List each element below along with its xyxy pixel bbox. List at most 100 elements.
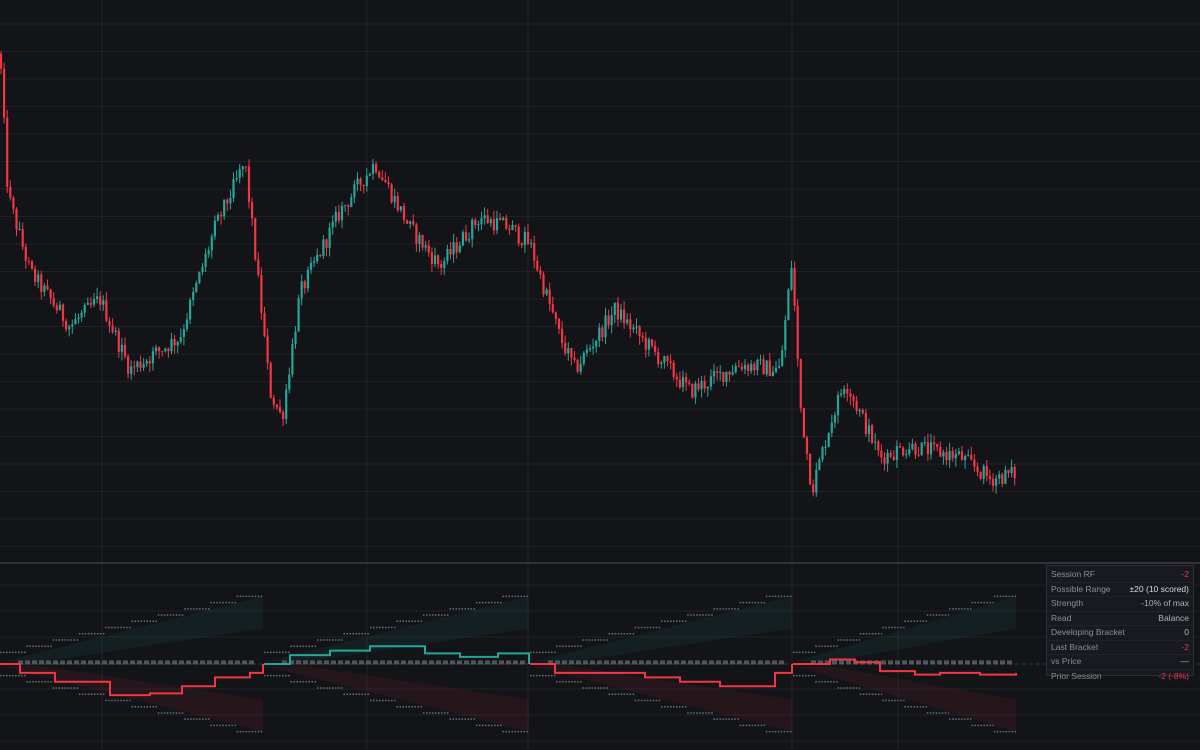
candle-body	[117, 330, 120, 352]
candle-body	[675, 376, 678, 380]
candle-body	[306, 269, 309, 289]
candle-body	[678, 379, 681, 388]
scoring-tick	[74, 660, 79, 665]
candle-body	[635, 326, 638, 328]
candle-body	[988, 475, 991, 479]
candle-body	[176, 341, 179, 346]
candle-body	[120, 344, 123, 352]
candle-body	[235, 177, 238, 180]
candle-body	[626, 319, 629, 324]
scoring-tick	[282, 660, 287, 665]
candle-body	[384, 180, 387, 183]
candle-body	[598, 327, 601, 341]
scoring-tick	[359, 660, 364, 665]
scoring-tick	[772, 660, 777, 665]
scoring-tick	[986, 660, 991, 665]
candle-body	[492, 219, 495, 231]
candle-body	[61, 304, 65, 321]
candle-body	[325, 239, 328, 248]
scoring-tick	[695, 660, 700, 665]
scoring-tick	[944, 660, 949, 665]
candle-body	[480, 218, 483, 225]
candle-body	[368, 173, 371, 176]
candle-body	[49, 289, 52, 299]
scoring-tick	[506, 660, 511, 665]
candle-body	[948, 450, 951, 461]
candle-body	[728, 371, 731, 375]
scoring-tick	[88, 660, 93, 665]
scoring-tick	[597, 660, 602, 665]
candle-body	[523, 231, 526, 246]
candle-body	[737, 366, 740, 368]
info-value: -2	[1181, 641, 1189, 652]
candle-body	[266, 335, 269, 363]
candle-body	[787, 289, 790, 321]
candle-body	[71, 324, 74, 327]
candle-body	[257, 259, 260, 275]
candle-body	[424, 245, 427, 248]
scoring-tick	[387, 660, 392, 665]
price-pane[interactable]	[0, 50, 1016, 497]
scoring-tick	[249, 660, 254, 665]
rotation-factor-pane[interactable]	[0, 595, 1200, 733]
candle-body	[641, 336, 644, 338]
candle-body	[911, 443, 914, 450]
candle-body	[46, 285, 49, 290]
candle-body	[464, 232, 468, 241]
scoring-tick	[186, 660, 191, 665]
candle-body	[319, 254, 322, 257]
scoring-tick	[46, 660, 51, 665]
range-wedge-upper	[793, 596, 1016, 663]
candle-body	[96, 296, 99, 299]
candle-body	[269, 362, 272, 398]
scoring-tick	[228, 660, 233, 665]
candle-body	[967, 454, 970, 457]
candle-body	[945, 452, 948, 461]
candle-body	[263, 312, 266, 336]
candle-body	[92, 298, 96, 305]
scoring-tick	[207, 660, 212, 665]
candle-body	[843, 389, 846, 394]
scoring-tick	[95, 660, 100, 665]
candle-body	[923, 442, 926, 444]
scoring-tick	[520, 660, 525, 665]
scoring-tick	[674, 660, 679, 665]
scoring-tick	[923, 660, 928, 665]
scoring-tick	[818, 660, 823, 665]
candle-body	[539, 270, 542, 275]
candle-body	[660, 362, 663, 365]
info-value: -10% of max	[1141, 598, 1189, 608]
info-label: Developing Bracket	[1051, 627, 1125, 637]
candle-body	[573, 357, 576, 360]
candle-body	[201, 267, 204, 272]
candle-body	[734, 366, 737, 373]
scoring-tick	[709, 660, 714, 665]
candle-body	[173, 338, 176, 346]
candle-body	[886, 452, 889, 464]
candle-body	[784, 320, 787, 351]
scoring-tick	[310, 660, 315, 665]
candle-body	[663, 356, 666, 363]
scoring-tick	[576, 660, 581, 665]
scoring-tick	[737, 660, 742, 665]
candle-body	[226, 199, 229, 204]
scoring-tick	[916, 660, 921, 665]
scoring-tick	[81, 660, 86, 665]
candle-body	[666, 356, 669, 361]
candle-body	[409, 221, 412, 224]
scoring-tick	[123, 660, 128, 665]
candle-body	[802, 407, 805, 438]
scoring-tick	[158, 660, 163, 665]
candle-body	[189, 299, 192, 320]
candle-body	[244, 166, 247, 168]
scoring-tick	[235, 660, 240, 665]
candle-body	[399, 206, 402, 211]
candle-body	[390, 184, 393, 203]
scoring-tick	[937, 660, 942, 665]
candle-body	[365, 175, 368, 187]
candle-body	[6, 117, 9, 187]
info-label: Read	[1051, 612, 1072, 623]
candle-body	[530, 242, 533, 245]
candle-body	[331, 221, 334, 228]
